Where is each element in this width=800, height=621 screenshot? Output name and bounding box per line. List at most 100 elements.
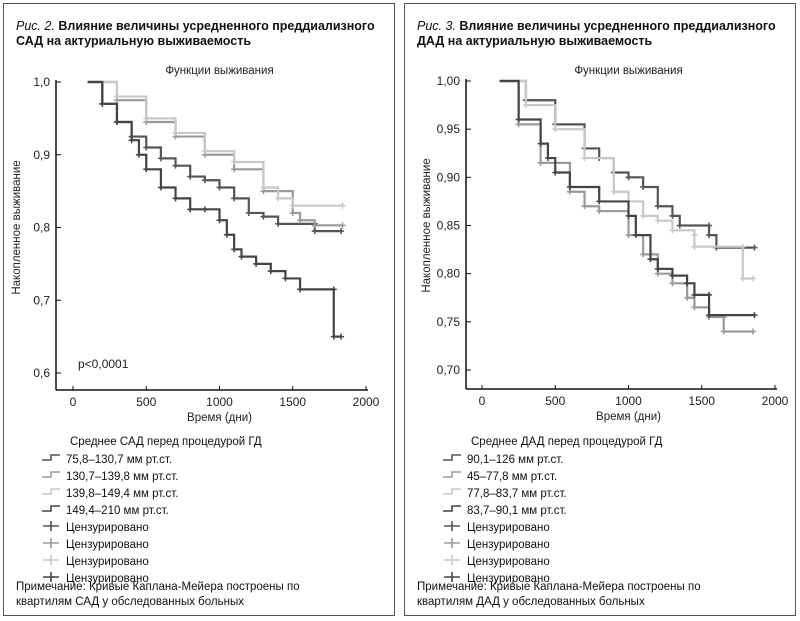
censor-mark [113,119,120,126]
legend-item: Цензурировано [441,519,662,536]
censor-mark [581,203,588,210]
censor-mark [231,246,238,253]
y-axis-label: Накопленное выживание [421,158,433,292]
censor-mark [311,228,318,235]
legend-item: 45–77,8 мм рт.ст. [441,468,662,485]
legend-item: Цензурировано [441,570,662,587]
survival-curve [87,80,342,338]
censor-mark [669,227,676,234]
survival-chart-sad: 1,0 0,9 0,8 0,7 0,6 0 500 1000 1500 2000 Функции в… [11,65,380,424]
censor-mark [330,286,337,293]
legend: Среднее САД перед процедурой ГД 75,8–130… [40,436,262,587]
censor-mark [706,291,713,298]
legend-label: 130,7–139,8 мм рт.ст. [66,470,179,483]
legend-label: 90,1–126 мм рт.ст. [467,453,564,466]
legend-item: 90,1–126 мм рт.ст. [441,451,662,468]
censor-mark [581,155,588,162]
censor-mark [654,217,661,224]
censor-mark [311,222,318,229]
censor-mark [566,183,573,190]
x-axis-label: Время (дни) [596,411,661,423]
legend-label: 139,8–149,4 мм рт.ст. [66,487,179,500]
legend-label: Цензурировано [66,538,149,551]
survival-curve [87,80,343,227]
legend-label: Цензурировано [467,572,550,585]
y-tick-label: 1,0 [33,75,50,89]
censor-mark [216,217,223,224]
censor-plus-icon [441,520,467,535]
censor-mark [297,286,304,293]
step-line-icon [40,504,66,517]
censor-mark [751,244,758,251]
step-line-icon [441,487,467,500]
censor-mark [552,169,559,176]
censor-mark [691,243,698,250]
y-tick-label: 0,6 [33,366,50,380]
censor-mark [339,202,346,209]
censor-mark [338,333,345,340]
survival-chart-dad: 1,00 0,95 0,90 0,85 0,80 0,75 0,70 0 500 1000 1500… [421,65,789,423]
censor-mark [201,206,208,213]
censor-mark [172,195,179,202]
censor-mark [706,232,713,239]
step-line-icon [441,453,467,466]
censor-mark [669,280,676,287]
survival-curve [499,79,754,280]
legend-label: Цензурировано [467,521,550,534]
censor-mark [544,155,551,162]
censor-mark [610,188,617,195]
censor-mark [231,159,238,166]
censor-mark [684,280,691,287]
y-tick-label: 0,80 [437,267,461,281]
censor-mark [537,159,544,166]
legend-item: 83,7–90,1 мм рт.ст. [441,502,662,519]
censor-mark [654,203,661,210]
chart-title: Функции выживания [165,65,273,77]
legend-label: Цензурировано [467,555,550,568]
note: Примечание: Кривые Каплана-Мейера постро… [16,581,300,608]
censor-mark [596,208,603,215]
legend-item: Цензурировано [40,570,262,587]
x-tick-label: 2000 [353,395,380,409]
censor-mark [751,312,758,319]
y-tick-label: 0,85 [437,219,461,233]
legend-item: Цензурировано [40,519,262,536]
y-tick-label: 0,7 [33,293,50,307]
censor-mark [113,93,120,100]
legend-label: 75,8–130,7 мм рт.ст. [66,453,173,466]
figure-title: Рис. 3. Влияние величины усредненного пр… [417,19,776,48]
figure-2-panel: Рис. 2. Влияние величины усредненного пр… [3,3,395,616]
censor-mark [739,275,746,282]
censor-plus-icon [40,571,66,586]
censor-mark [267,268,274,275]
step-line-icon [40,470,66,483]
x-axis-label: Время (дни) [187,412,252,424]
legend-item: Цензурировано [40,536,262,553]
note: Примечание: Кривые Каплана-Мейера постро… [417,581,701,608]
legend-item: 139,8–149,4 мм рт.ст. [40,485,262,502]
legend-label: 45–77,8 мм рт.ст. [467,470,558,483]
censor-mark [515,116,522,123]
censor-mark [143,144,150,151]
censor-mark [625,232,632,239]
censor-mark [691,232,698,239]
legend-item: 77,8–83,7 мм рт.ст. [441,485,662,502]
censor-mark [260,213,267,220]
y-tick-label: 1,00 [437,74,461,88]
legend-title: Среднее САД перед процедурой ГД [70,436,262,448]
censor-mark [632,232,639,239]
legend-title: Среднее ДАД перед процедурой ГД [471,436,663,448]
x-tick-label: 500 [545,394,565,408]
x-tick-label: 1000 [206,395,233,409]
y-tick-label: 0,9 [33,148,50,162]
censor-mark [275,220,282,227]
legend-item: Цензурировано [40,553,262,570]
censor-mark [297,217,304,224]
y-tick-label: 0,70 [437,363,461,377]
censor-mark [676,222,683,229]
legend-item: 75,8–130,7 мм рт.ст. [40,451,262,468]
censor-mark [691,304,698,311]
censor-mark [289,202,296,209]
p-value-annotation: p<0,0001 [78,357,129,371]
censor-mark [143,115,150,122]
